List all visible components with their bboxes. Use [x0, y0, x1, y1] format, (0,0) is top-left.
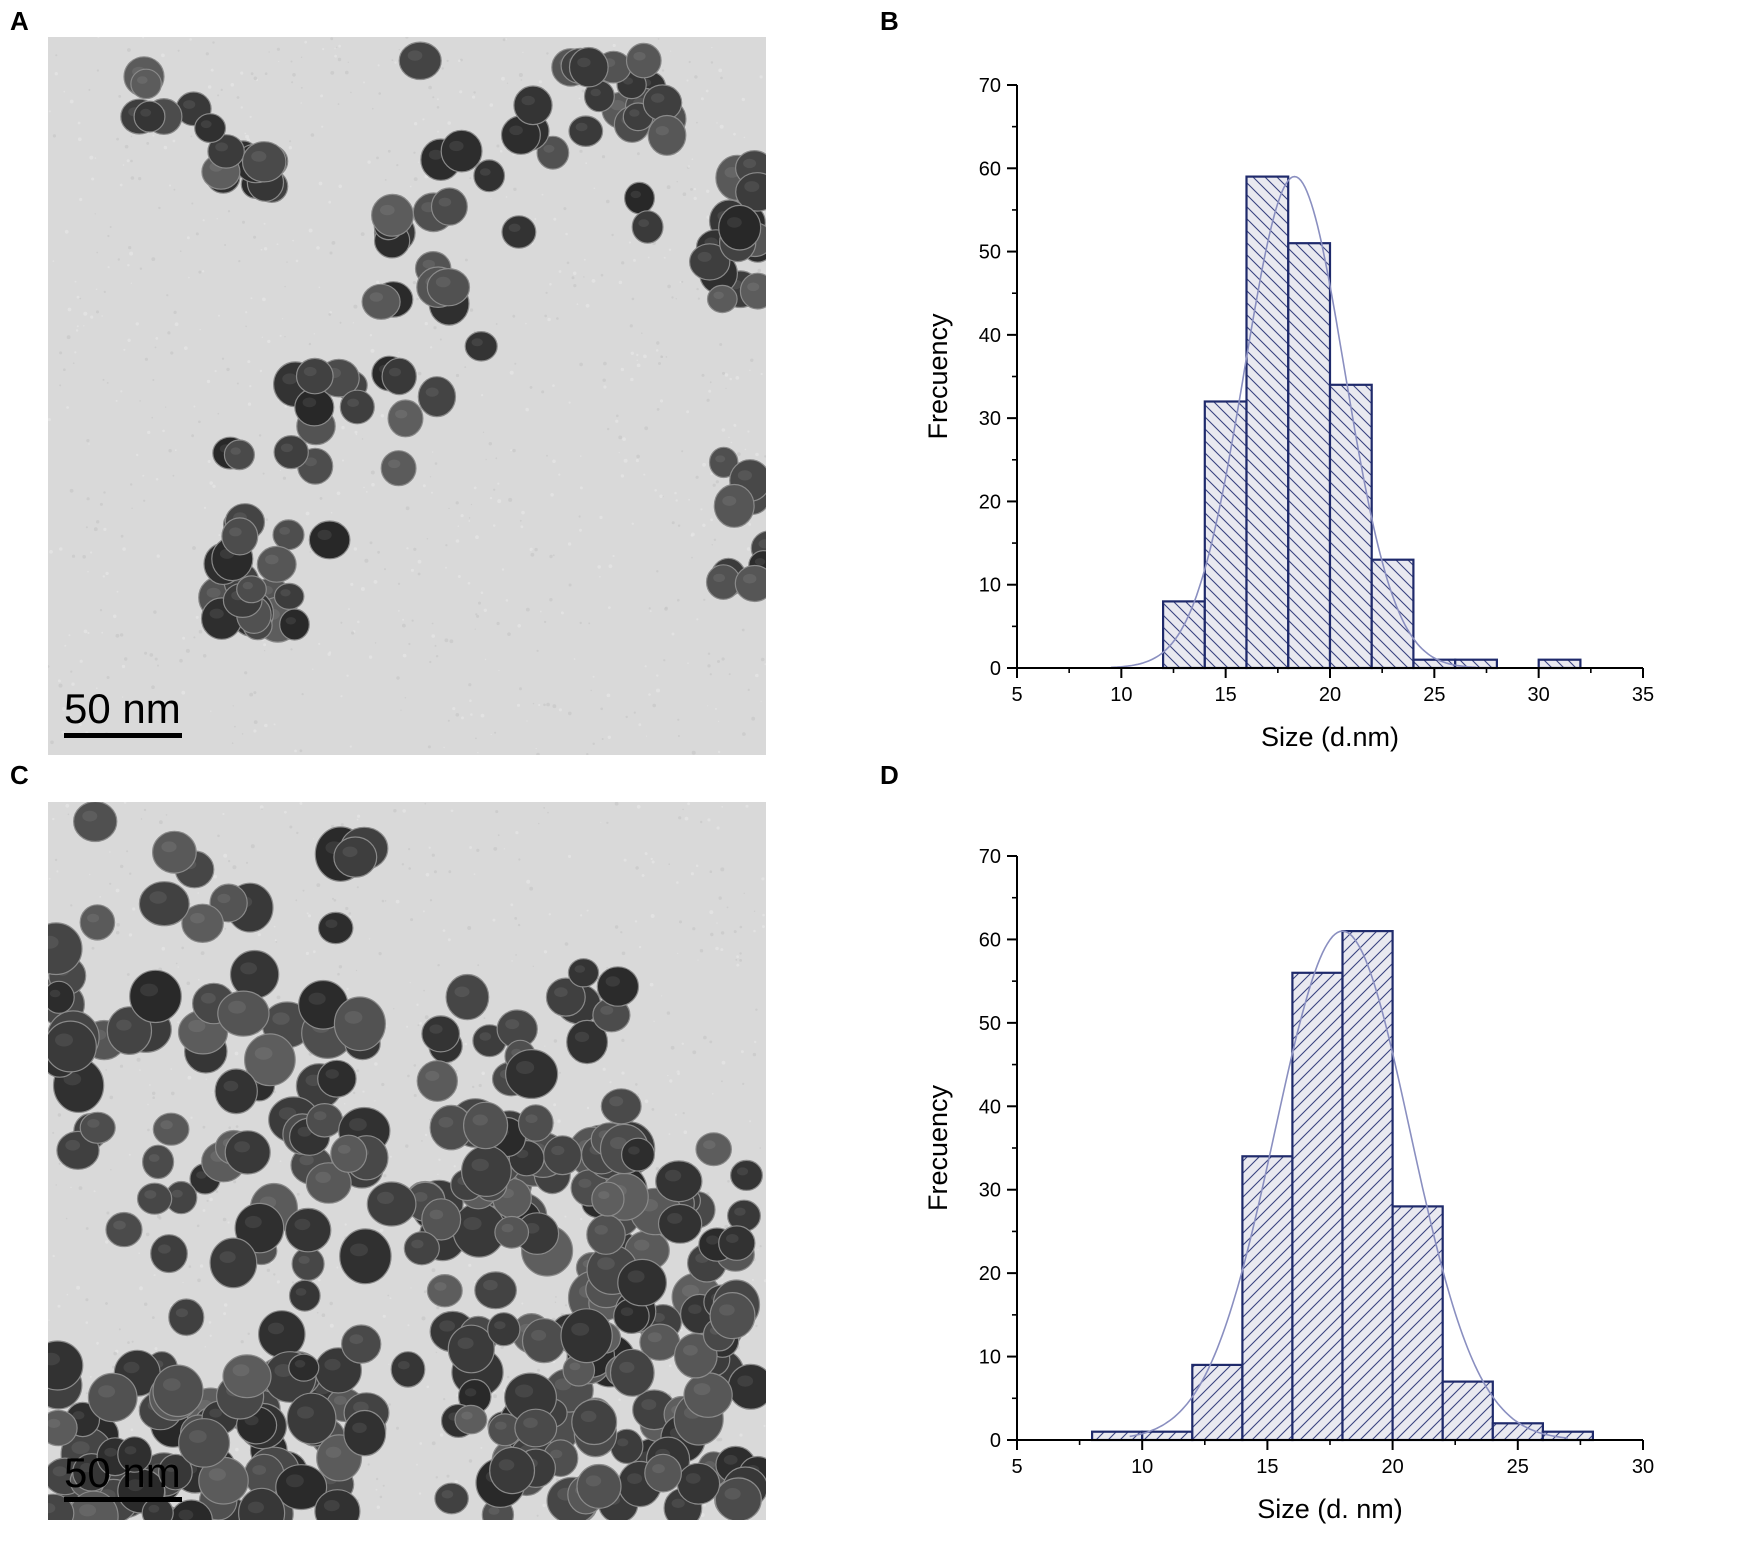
- scale-bar-label-c: 50 nm: [64, 1449, 181, 1496]
- y-tick-label-b-3: 30: [979, 408, 1001, 430]
- bar-b-0: [1162, 600, 1206, 670]
- panel-letter-a: A: [10, 6, 29, 36]
- tem-image-a: [48, 37, 766, 755]
- y-tick-label-d-5: 50: [979, 1013, 1001, 1035]
- x-axis-label-b: Size (d.nm): [1261, 722, 1399, 752]
- gaussian-fit-d: [1129, 930, 1568, 1439]
- bar-b-3: [1287, 242, 1332, 670]
- x-tick-label-d-2: 15: [1256, 1456, 1278, 1478]
- bar-d-1: [1141, 1430, 1194, 1442]
- x-tick-label-d-1: 10: [1131, 1456, 1153, 1478]
- y-tick-label-d-6: 60: [979, 929, 1001, 951]
- panel-letter-b: B: [880, 6, 899, 36]
- tem-micrograph-a: [48, 37, 766, 755]
- y-tick-label-b-1: 10: [979, 575, 1001, 597]
- bar-d-2: [1191, 1363, 1244, 1442]
- y-tick-label-d-4: 40: [979, 1096, 1001, 1118]
- scale-bar-a: [64, 733, 182, 738]
- histogram-d: 0 10 20 30 40 50 60 70 5 10 15 20 25 30 Size (d. nm) Fr…: [900, 808, 1760, 1547]
- bar-d-4: [1291, 971, 1344, 1442]
- histogram-b: 0 10 20 30 40 50 60 70 5 10 15 20 25 30 35 Size (d.nm) F…: [900, 40, 1760, 780]
- panel-letter-c: C: [10, 760, 29, 790]
- bar-b-5: [1370, 558, 1415, 670]
- y-tick-label-d-7: 70: [979, 846, 1001, 868]
- x-tick-label-b-3: 20: [1319, 684, 1341, 706]
- x-tick-label-d-4: 25: [1507, 1456, 1529, 1478]
- bar-d-5: [1341, 929, 1394, 1442]
- y-tick-label-b-0: 0: [990, 658, 1001, 680]
- y-tick-label-b-6: 60: [979, 158, 1001, 180]
- y-axis-label-b: Frecuency: [923, 313, 953, 440]
- scale-bar-c: [64, 1497, 182, 1502]
- bar-d-3: [1241, 1155, 1294, 1442]
- gaussian-fit-b: [1110, 175, 1477, 669]
- x-axis-label-d: Size (d. nm): [1257, 1494, 1403, 1524]
- tem-image-c: [48, 802, 766, 1520]
- x-tick-label-b-0: 5: [1011, 684, 1022, 706]
- bar-d-7: [1441, 1380, 1494, 1442]
- x-tick-label-d-5: 30: [1632, 1456, 1654, 1478]
- y-tick-label-d-2: 20: [979, 1263, 1001, 1285]
- x-tick-label-b-6: 35: [1632, 684, 1654, 706]
- nanoparticles: [48, 802, 766, 1520]
- y-tick-label-b-4: 40: [979, 325, 1001, 347]
- bar-d-6: [1391, 1205, 1444, 1442]
- x-tick-label-b-2: 15: [1215, 684, 1237, 706]
- y-tick-label-d-0: 0: [990, 1430, 1001, 1452]
- y-tick-label-b-5: 50: [979, 242, 1001, 264]
- x-tick-label-b-1: 10: [1110, 684, 1132, 706]
- histogram-d-svg: 0 10 20 30 40 50 60 70 5 10 15 20 25 30 Size (d. nm) Fr…: [923, 846, 1654, 1524]
- bar-b-4: [1328, 383, 1373, 670]
- y-tick-label-d-1: 10: [979, 1347, 1001, 1369]
- x-tick-label-d-3: 20: [1381, 1456, 1403, 1478]
- bar-b-8: [1537, 658, 1582, 670]
- y-tick-label-b-7: 70: [979, 75, 1001, 97]
- bar-b-2: [1245, 175, 1290, 670]
- x-tick-label-d-0: 5: [1011, 1456, 1022, 1478]
- nanoparticles: [120, 41, 766, 643]
- x-tick-label-b-4: 25: [1423, 684, 1445, 706]
- x-tick-label-b-5: 30: [1528, 684, 1550, 706]
- y-tick-label-d-3: 30: [979, 1180, 1001, 1202]
- y-tick-label-b-2: 20: [979, 491, 1001, 513]
- panel-letter-d: D: [880, 760, 899, 790]
- tem-micrograph-c: [48, 802, 766, 1520]
- y-axis-label-d: Frecuency: [923, 1084, 953, 1211]
- histogram-b-svg: 0 10 20 30 40 50 60 70 5 10 15 20 25 30 35 Size (d.nm) F…: [923, 75, 1654, 752]
- scale-bar-label-a: 50 nm: [64, 685, 181, 732]
- bar-b-1: [1203, 400, 1248, 670]
